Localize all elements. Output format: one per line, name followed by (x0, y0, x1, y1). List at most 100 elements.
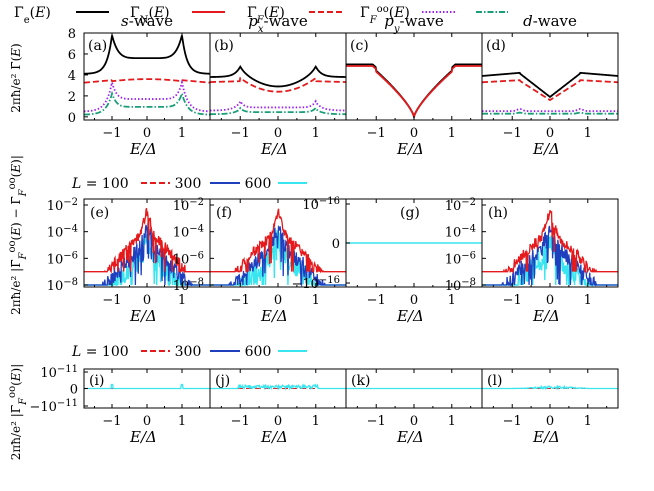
panel-d-title: d-wave (523, 12, 577, 30)
row-mid-ylabel-part: ( (9, 173, 23, 178)
panel-d-xtick-label: 1 (584, 126, 592, 141)
panel-i-series-cyan (84, 383, 210, 390)
panel-h-ytick-label-part: −6 (461, 250, 476, 261)
panel-h-ytick-label-part: −8 (461, 277, 476, 288)
panel-h-xtick-label: 1 (584, 293, 592, 308)
panel-k-xtick-label: 0 (410, 414, 418, 429)
panel-i-ytick-label: −10−11 (29, 398, 78, 416)
panel-c-series-1 (346, 65, 482, 120)
panel-i-xtick-label: −1 (102, 414, 121, 429)
panel-j-xtick-label: 0 (274, 414, 282, 429)
panel-a-title-part: s (121, 12, 129, 30)
panel-b-xtick-label: 1 (312, 126, 320, 141)
panel-g-xtick-label: −1 (367, 293, 386, 308)
panel-b-xtick-label: 0 (274, 126, 282, 141)
panel-d-xlabel-part: /Δ (542, 140, 560, 158)
row-mid-ylabel: 2πħ/e² |Γ̄Foo(E) − Γ̄Foo(E)| (7, 155, 29, 315)
panel-f-series-300 (210, 208, 346, 274)
panel-j-series-cyan (210, 383, 346, 391)
panel-h-ytick-label-part: 10 (445, 199, 462, 214)
panel-f-series-600 (210, 224, 346, 288)
panel-e-xlabel: E/Δ (129, 307, 157, 325)
row-mid-ylabel-part: oo (7, 240, 18, 252)
panel-h-ytick-label: 10−8 (445, 277, 476, 295)
panel-b-title: px-wave (248, 12, 308, 35)
row-bot-ylabel-part: |Γ̄ (9, 405, 23, 421)
legends: Γ̄e(E) Γ̄N(E) Γ̄F(E) Γ̄Foo(E)L = 100 300 600L… (14, 4, 508, 360)
panel-e-xtick-label: −1 (102, 293, 121, 308)
panel-g-ytick-label-part: 10 (302, 198, 319, 213)
panel-a-ytick-label: 4 (68, 69, 76, 84)
row-mid-ylabel-part: E (9, 227, 23, 237)
panel-i-ytick-label-part: −11 (57, 364, 78, 375)
panel-i-xtick-label: 1 (178, 414, 186, 429)
panel-c-xtick-label: −1 (367, 126, 386, 141)
panel-c-xlabel-part: E (396, 140, 408, 158)
legend-bot-600: 600 (245, 344, 272, 360)
panel-c-title-part: y (393, 24, 400, 35)
row-y-labels: 2πħ/e² Γ̄(E)2πħ/e² |Γ̄Foo(E) − Γ̄Foo(E)|… (7, 43, 29, 460)
legend-top-label-3-part: F (369, 15, 378, 26)
legend-top-label-1-part: Γ̄ (130, 5, 140, 21)
row-bot-ylabel: 2πħ/e² |Γ̄Foo(E)| (7, 364, 29, 461)
panel-h-ytick-label-part: 10 (445, 226, 462, 241)
panel-i-ytick-label: 0 (70, 383, 78, 398)
panel-c-title-part: -wave (400, 12, 444, 30)
panel-g-ytick-label: −10−16 (291, 275, 340, 293)
panel-h-xtick-label: 0 (546, 293, 554, 308)
panel-b-series-1 (209, 76, 347, 93)
panel-f-ytick-label-part: 10 (173, 226, 190, 241)
legend-mid-prefix: L = 100 (71, 176, 129, 192)
panel-d-xtick-label: 0 (546, 126, 554, 141)
legend-top-label-3-part: oo (377, 4, 389, 15)
panel-i-label: (i) (89, 373, 104, 389)
panel-i-xlabel: E/Δ (129, 428, 157, 446)
legend-mid-600: 600 (245, 176, 272, 192)
panel-h-xlabel: E/Δ (532, 307, 560, 325)
panel-a-series-2 (83, 79, 211, 113)
row-top-ylabel-part: 2πħ/e² (9, 73, 23, 112)
panel-b-series-0 (209, 65, 347, 88)
panel-f-ytick-label-part: −8 (189, 277, 204, 288)
panel-b-xtick-label: −1 (231, 126, 250, 141)
panel-f-xlabel-part: E (260, 307, 272, 325)
panel-e-ytick-label: 10−6 (47, 250, 78, 268)
row-mid-ylabel-part: |Γ̄ (9, 259, 23, 275)
legend-mid-prefix-part: L (71, 176, 81, 192)
panel-l-label: (l) (487, 373, 502, 389)
legend-top-label-2-part: Γ̄ (247, 5, 257, 21)
row-top-ylabel: 2πħ/e² Γ̄(E) (9, 43, 23, 113)
panel-e-ytick-label-part: −2 (63, 197, 78, 208)
legend-top-label-1: Γ̄N(E) (130, 5, 170, 26)
panel-h-label: (h) (488, 205, 508, 221)
panel-e-ytick-label: 10−8 (47, 277, 78, 295)
panel-g-label: (g) (400, 205, 420, 221)
row-mid-ylabel-part: E (9, 164, 23, 174)
panel-e-ytick-label-part: −8 (63, 277, 78, 288)
panel-g-xlabel-part: /Δ (406, 307, 424, 325)
panel-l-xtick-label: −1 (503, 414, 522, 429)
legend-top-label-0-part: E (34, 5, 45, 21)
panel-c-xlabel: E/Δ (396, 140, 424, 158)
panel-e-ytick-label-part: 10 (47, 279, 64, 294)
legend-top-label-0-part: e (24, 15, 30, 26)
panel-f-ytick-label-part: −2 (189, 197, 204, 208)
legend-bot-prefix-part: = 100 (81, 344, 128, 360)
panel-k-xlabel: E/Δ (396, 428, 424, 446)
panel-i-xlabel-part: E (129, 428, 141, 446)
panel-l-xtick-label: 1 (584, 414, 592, 429)
panel-d-title-part: -wave (533, 12, 577, 30)
panel-a-title-part: -wave (129, 12, 173, 30)
row-mid-ylabel-part: ) − Γ̄ (9, 196, 23, 227)
panel-e-ytick-label: 10−2 (47, 197, 78, 215)
panels: s-wave(a)−1 0 1E/Δpx-wave(b)−1 0 1E/Δpy-wave… (29, 12, 619, 446)
panel-h-ytick-label-part: 10 (445, 252, 462, 267)
panel-c-xlabel-part: /Δ (406, 140, 424, 158)
panel-g-ytick-label: 0 (332, 237, 340, 252)
row-mid-ylabel-part: 2πħ/e² (9, 275, 23, 314)
row-bot-ylabel-part: oo (7, 386, 18, 398)
panel-f-ytick-label: 10−2 (173, 197, 204, 215)
panel-a-ytick-label: 8 (68, 27, 76, 42)
panel-f-ytick-label-part: −4 (189, 223, 204, 234)
panel-j-xlabel-part: /Δ (270, 428, 288, 446)
